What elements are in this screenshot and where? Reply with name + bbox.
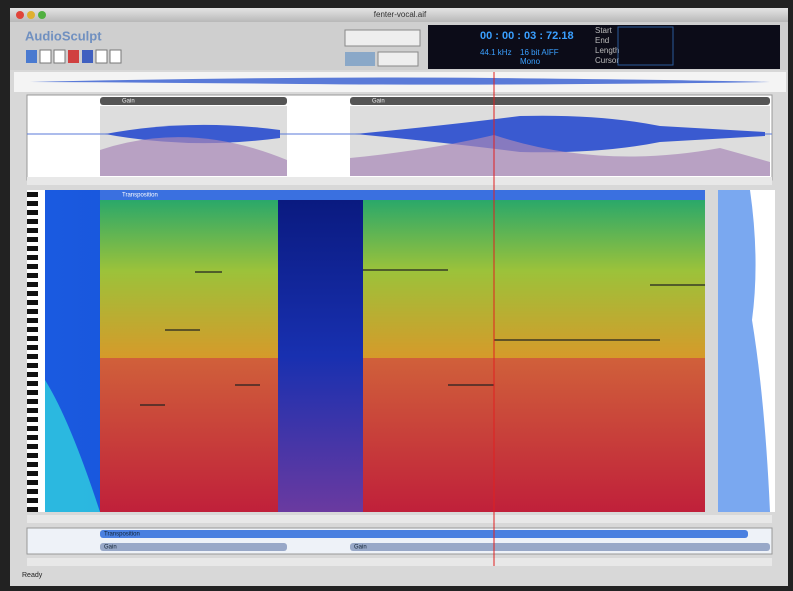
black-key bbox=[27, 345, 38, 350]
piano-keyboard bbox=[27, 190, 45, 512]
black-key bbox=[27, 408, 38, 413]
gain-header bbox=[350, 97, 770, 105]
waveform bbox=[105, 124, 280, 144]
black-key bbox=[27, 318, 38, 323]
tool-button[interactable] bbox=[39, 49, 52, 64]
field-label: End bbox=[595, 36, 609, 45]
black-key bbox=[27, 372, 38, 377]
zoom-button[interactable] bbox=[38, 11, 46, 19]
black-key bbox=[27, 417, 38, 422]
black-key bbox=[27, 219, 38, 224]
spectrogram-high bbox=[100, 200, 705, 358]
time-ruler bbox=[27, 558, 772, 566]
spectrogram-low bbox=[100, 358, 705, 512]
tool-button[interactable] bbox=[53, 49, 66, 64]
field-label: Start bbox=[595, 26, 613, 35]
track-bar[interactable] bbox=[350, 543, 770, 551]
black-key bbox=[27, 273, 38, 278]
black-key bbox=[27, 201, 38, 206]
tool-button[interactable] bbox=[82, 50, 93, 63]
black-key bbox=[27, 498, 38, 503]
black-key bbox=[27, 237, 38, 242]
time-counter: 00 : 00 : 03 : 72.18 bbox=[480, 30, 574, 42]
transposition-bar bbox=[100, 190, 705, 200]
black-key bbox=[27, 435, 38, 440]
title-bar bbox=[10, 8, 788, 22]
format-rate: 44.1 kHz bbox=[480, 48, 512, 57]
tool-buttons bbox=[26, 49, 122, 64]
black-key bbox=[27, 363, 38, 368]
track-label: Transposition bbox=[104, 532, 140, 538]
mode-button[interactable] bbox=[377, 51, 419, 67]
black-key bbox=[27, 282, 38, 287]
time-display bbox=[428, 25, 780, 69]
track-label: Gain bbox=[354, 545, 367, 551]
field-label: Length bbox=[595, 46, 619, 55]
gain-header bbox=[100, 97, 287, 105]
gain-envelope bbox=[350, 135, 770, 176]
black-key bbox=[27, 210, 38, 215]
field-label: Cursor bbox=[595, 56, 619, 65]
gain-label: Gain bbox=[372, 99, 385, 105]
black-key bbox=[27, 489, 38, 494]
time-ruler bbox=[27, 515, 772, 523]
close-button[interactable] bbox=[16, 11, 24, 19]
status-text: Ready bbox=[22, 572, 43, 579]
black-key bbox=[27, 462, 38, 467]
tool-button[interactable] bbox=[95, 49, 108, 64]
spectrum-slice bbox=[718, 190, 770, 512]
tool-button[interactable] bbox=[68, 50, 79, 63]
pitch-segments bbox=[140, 269, 705, 406]
black-key bbox=[27, 264, 38, 269]
black-key bbox=[27, 426, 38, 431]
app-logo: AudioSculpt bbox=[25, 28, 102, 43]
black-key bbox=[27, 192, 38, 197]
black-key bbox=[27, 453, 38, 458]
black-key bbox=[27, 255, 38, 260]
tool-button[interactable] bbox=[109, 49, 122, 64]
spectrogram-silence bbox=[278, 200, 363, 512]
black-key bbox=[27, 336, 38, 341]
black-key bbox=[27, 327, 38, 332]
overview-waveform bbox=[30, 77, 770, 85]
black-key bbox=[27, 480, 38, 485]
spectrogram-energy bbox=[45, 380, 100, 512]
window-title: fenter-vocal.aif bbox=[374, 10, 427, 19]
black-key bbox=[27, 471, 38, 476]
black-key bbox=[27, 399, 38, 404]
track-bar[interactable] bbox=[100, 530, 748, 538]
transport-controls[interactable] bbox=[344, 29, 421, 47]
field-values bbox=[617, 26, 674, 66]
piano-keys bbox=[27, 192, 38, 512]
track-bar[interactable] bbox=[100, 543, 287, 551]
black-key bbox=[27, 300, 38, 305]
black-key bbox=[27, 246, 38, 251]
gain-envelope bbox=[100, 137, 287, 176]
black-key bbox=[27, 354, 38, 359]
tool-button[interactable] bbox=[26, 50, 37, 63]
transposition-label: Transposition bbox=[122, 193, 158, 199]
track-label: Gain bbox=[104, 545, 117, 551]
black-key bbox=[27, 309, 38, 314]
gain-label: Gain bbox=[122, 99, 135, 105]
format-channels: Mono bbox=[520, 57, 541, 66]
time-ruler bbox=[27, 177, 772, 185]
black-key bbox=[27, 291, 38, 296]
black-key bbox=[27, 444, 38, 449]
format-bits: 16 bit AIFF bbox=[520, 48, 559, 57]
black-key bbox=[27, 390, 38, 395]
black-key bbox=[27, 507, 38, 512]
play-button[interactable] bbox=[345, 52, 375, 66]
minimize-button[interactable] bbox=[27, 11, 35, 19]
black-key bbox=[27, 228, 38, 233]
black-key bbox=[27, 381, 38, 386]
